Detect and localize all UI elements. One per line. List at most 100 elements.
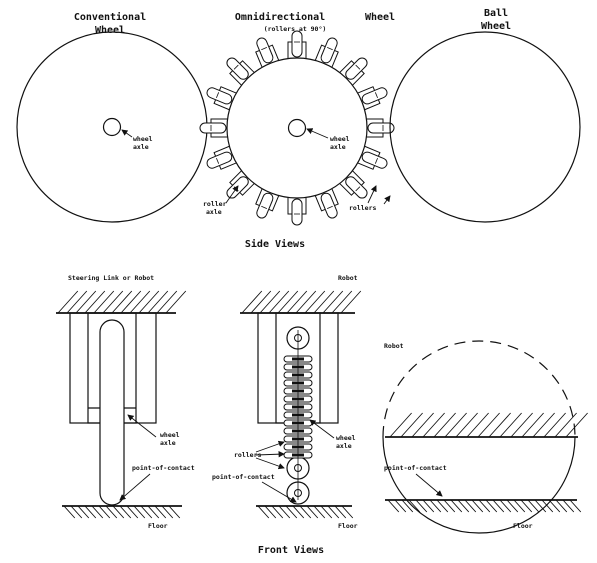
roller-axle-mark xyxy=(374,92,378,99)
left-axle-arrow xyxy=(127,414,157,438)
right-floor-label: Floor xyxy=(513,522,533,530)
hatch-stroke xyxy=(278,505,291,519)
hatch-stroke xyxy=(112,505,125,519)
hatch-stroke xyxy=(120,290,142,314)
roller-axle-label-1: roller xyxy=(203,200,227,208)
omni-rollers-label: rollers xyxy=(349,204,376,212)
hatch-stroke xyxy=(327,505,340,519)
hatch-stroke xyxy=(534,499,547,513)
hatch-stroke xyxy=(98,505,111,519)
hatch-stroke xyxy=(257,505,270,519)
omni-roller xyxy=(199,118,230,138)
left-axle-label-2: axle xyxy=(160,439,176,447)
hatch-stroke xyxy=(119,505,132,519)
steering-link-label: Steering Link or Robot xyxy=(68,274,154,282)
mid-poc-label: point-of-contact xyxy=(212,473,275,481)
mid-poc-arrow xyxy=(261,481,297,503)
roller-axle-mark xyxy=(355,186,361,192)
hatch-stroke xyxy=(105,505,118,519)
roller-axle-mark xyxy=(261,205,268,209)
hatch-stroke xyxy=(75,290,97,314)
hatch-stroke xyxy=(334,505,347,519)
hatch-stroke xyxy=(147,505,160,519)
ball-title-line1: Ball xyxy=(484,8,508,19)
hatch-stroke xyxy=(292,505,305,519)
right-poc-label: point-of-contact xyxy=(384,464,447,472)
roller-body xyxy=(361,87,388,105)
hatch-stroke xyxy=(147,290,169,314)
conventional-title-line1: Conventional xyxy=(74,11,146,23)
roller-axle-mark xyxy=(261,47,268,51)
mid-roller-stack xyxy=(283,326,313,505)
hatch-stroke xyxy=(84,290,106,314)
roller-axle-mark xyxy=(216,157,220,164)
hatch-stroke xyxy=(394,499,407,513)
hatch-stroke xyxy=(91,505,104,519)
hatch-stroke xyxy=(520,499,533,513)
roller-axle-mark xyxy=(216,92,220,99)
omni-roller xyxy=(287,30,307,61)
hatch-stroke xyxy=(543,412,566,438)
hatch-stroke xyxy=(450,499,463,513)
hatch-stroke xyxy=(408,499,421,513)
hatch-stroke xyxy=(541,499,554,513)
hatch-stroke xyxy=(313,290,335,314)
hatch-stroke xyxy=(466,412,489,438)
hatch-stroke xyxy=(77,505,90,519)
hatch-stroke xyxy=(320,505,333,519)
hatch-stroke xyxy=(306,505,319,519)
hatch-stroke xyxy=(387,499,400,513)
hatch-stroke xyxy=(154,505,167,519)
roller-axle-label-2: axle xyxy=(206,208,222,216)
omni-roller xyxy=(364,118,395,138)
conventional-axle-arrow xyxy=(121,129,133,138)
hatch-stroke xyxy=(455,412,478,438)
mid-rollers-label: rollers xyxy=(234,451,261,459)
hatch-stroke xyxy=(510,412,533,438)
hatch-stroke xyxy=(415,499,428,513)
right-robot-label: Robot xyxy=(384,342,404,350)
hatch-stroke xyxy=(422,499,435,513)
hatch-stroke xyxy=(268,290,290,314)
hatch-stroke xyxy=(285,505,298,519)
roller-body xyxy=(199,122,227,134)
hatch-stroke xyxy=(485,499,498,513)
omni-roller xyxy=(255,37,280,70)
hatch-stroke xyxy=(457,499,470,513)
mid-floor-label: Floor xyxy=(338,522,358,530)
hatch-stroke xyxy=(565,412,588,438)
hatch-stroke xyxy=(57,290,79,314)
hatch-stroke xyxy=(488,412,511,438)
hatch-stroke xyxy=(471,499,484,513)
left-robot-hatch xyxy=(57,290,187,314)
hatch-stroke xyxy=(264,505,277,519)
hatch-stroke xyxy=(554,412,577,438)
hatch-stroke xyxy=(156,290,178,314)
conventional-wheel-circle xyxy=(16,31,208,223)
hatch-stroke xyxy=(161,505,174,519)
mid-axle-label-2: axle xyxy=(336,442,352,450)
hatch-stroke xyxy=(66,290,88,314)
hatch-stroke xyxy=(299,505,312,519)
hatch-stroke xyxy=(548,499,561,513)
hatch-stroke xyxy=(499,412,522,438)
side-views: Conventional Wheel Omnidirectional Wheel… xyxy=(16,8,581,250)
left-poc-label: point-of-contact xyxy=(132,464,195,472)
omni-roller xyxy=(287,195,307,226)
hatch-stroke xyxy=(129,290,151,314)
omni-wheel-hub xyxy=(226,57,368,199)
mid-rollers-arrow-3 xyxy=(255,457,285,470)
hatch-stroke xyxy=(259,290,281,314)
right-poc-arrow xyxy=(415,473,443,497)
hatch-stroke xyxy=(341,505,354,519)
hatch-stroke xyxy=(304,290,326,314)
roller-axle-mark xyxy=(326,205,333,209)
roller-body xyxy=(345,57,368,80)
right-floor-hatch xyxy=(387,499,582,513)
omni-wheel-axle xyxy=(287,118,307,138)
hatch-stroke xyxy=(138,290,160,314)
hatch-stroke xyxy=(84,505,97,519)
hatch-stroke xyxy=(70,505,83,519)
hatch-stroke xyxy=(532,412,555,438)
roller-body xyxy=(345,176,368,199)
